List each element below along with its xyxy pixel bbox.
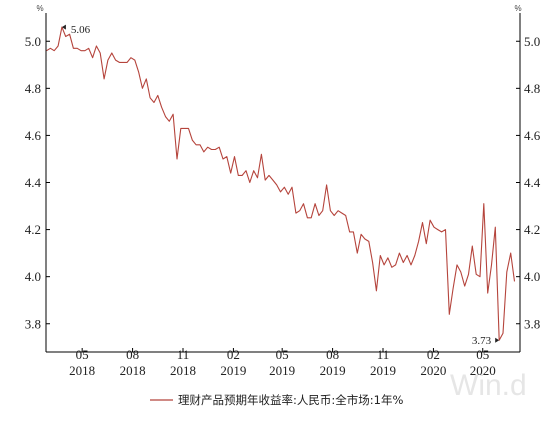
y-tick-label-left: 4.4 bbox=[25, 175, 42, 190]
y-tick-label-left: 3.8 bbox=[25, 316, 41, 331]
y-tick-label-left: 4.8 bbox=[25, 81, 41, 96]
y-tick-label-right: 4.8 bbox=[524, 81, 540, 96]
y-tick-label-left: 4.6 bbox=[25, 128, 42, 143]
annotation-label: 5.06 bbox=[71, 24, 91, 36]
y-tick-label-right: 4.6 bbox=[524, 128, 541, 143]
x-tick-label-year: 2019 bbox=[269, 363, 295, 378]
y-tick-label-right: 4.4 bbox=[524, 175, 541, 190]
legend: 理财产品预期年收益率:人民币:全市场:1年% bbox=[150, 393, 403, 407]
x-tick-label-month: 02 bbox=[427, 347, 440, 362]
x-tick-label-month: 05 bbox=[76, 347, 89, 362]
y-tick-label-left: 4.0 bbox=[25, 269, 41, 284]
watermark: Win.d bbox=[450, 369, 527, 402]
y-tick-label-left: 4.2 bbox=[25, 222, 41, 237]
y-axis-left-unit: % bbox=[36, 4, 43, 13]
y-axis-right-unit: % bbox=[514, 4, 521, 13]
x-tick-label-month: 08 bbox=[326, 347, 339, 362]
annotations: 5.06 3.73 bbox=[61, 24, 500, 347]
x-tick-label-month: 02 bbox=[227, 347, 240, 362]
y-tick-label-right: 3.8 bbox=[524, 316, 540, 331]
x-tick-label-month: 05 bbox=[276, 347, 289, 362]
legend-label: 理财产品预期年收益率:人民币:全市场:1年% bbox=[178, 393, 403, 407]
x-tick-label-month: 11 bbox=[177, 347, 190, 362]
x-tick-label-year: 2019 bbox=[370, 363, 396, 378]
x-tick-label-year: 2019 bbox=[320, 363, 346, 378]
y-tick-label-right: 5.0 bbox=[524, 34, 540, 49]
annotation-marker bbox=[61, 24, 66, 30]
y-tick-label-right: 4.0 bbox=[524, 269, 540, 284]
x-tick-label-year: 2020 bbox=[420, 363, 446, 378]
x-tick-label-year: 2019 bbox=[220, 363, 246, 378]
axis-ticks: 3.8 3.8 4.0 4.0 4.2 4.2 4.4 4.4 4.6 4.6 4.8 4.8 5.0 5… bbox=[25, 34, 541, 378]
x-tick-label-month: 11 bbox=[377, 347, 390, 362]
x-tick-label-year: 2020 bbox=[470, 363, 496, 378]
annotation-label: 3.73 bbox=[472, 335, 492, 347]
x-tick-label-month: 05 bbox=[476, 347, 489, 362]
x-tick-label-year: 2018 bbox=[170, 363, 196, 378]
y-tick-label-left: 5.0 bbox=[25, 34, 41, 49]
annotation-marker bbox=[495, 337, 500, 343]
series-layer bbox=[46, 26, 516, 341]
x-tick-label-month: 08 bbox=[126, 347, 139, 362]
x-tick-label-year: 2018 bbox=[69, 363, 95, 378]
y-tick-label-right: 4.2 bbox=[524, 222, 540, 237]
series-line bbox=[46, 26, 516, 341]
x-tick-label-year: 2018 bbox=[120, 363, 146, 378]
